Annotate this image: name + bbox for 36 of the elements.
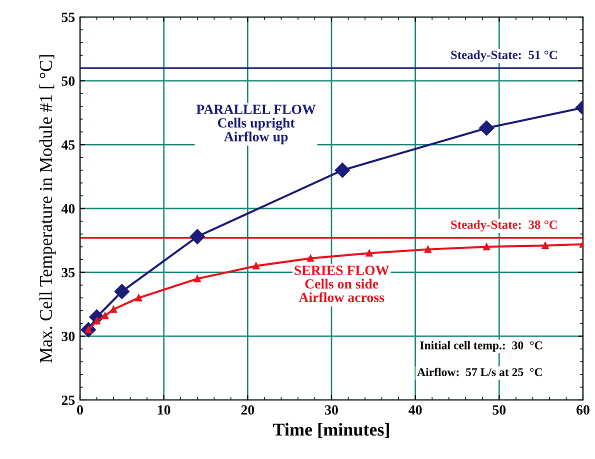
y-tick-label: 40 bbox=[61, 204, 75, 214]
point bbox=[334, 162, 350, 178]
y-tick-label: 30 bbox=[62, 332, 75, 342]
x-tick-label: 60 bbox=[576, 405, 590, 415]
point bbox=[114, 284, 130, 300]
point bbox=[194, 275, 201, 282]
annotation: Initial cell temp.: 30 °C bbox=[420, 341, 542, 352]
y-tick-label: 35 bbox=[62, 268, 75, 278]
point bbox=[542, 242, 549, 249]
y-tick-label: 25 bbox=[62, 396, 75, 405]
x-tick-label: 0 bbox=[77, 405, 83, 415]
y-tick-label: 55 bbox=[62, 12, 75, 22]
annotation: PARALLEL FLOW Cells upright Airflow up bbox=[196, 104, 316, 144]
point bbox=[479, 120, 494, 136]
x-tick-label: 50 bbox=[492, 405, 506, 415]
point bbox=[307, 254, 314, 262]
x-tick-label: 10 bbox=[158, 405, 170, 415]
ref-line-label: Steady-State: 51 °C bbox=[451, 50, 557, 62]
point bbox=[252, 262, 260, 270]
annotation: Airflow: 57 L/s at 25 °C bbox=[417, 368, 542, 376]
point bbox=[366, 250, 373, 257]
y-axis-title: Max. Cell Temperature in Module #1 [ °C] bbox=[39, 55, 56, 363]
x-tick-label: 40 bbox=[408, 405, 422, 415]
y-tick-label: 45 bbox=[61, 140, 75, 150]
y-tick-label: 50 bbox=[62, 76, 75, 86]
annotation: SERIES FLOW Cells on side Airflow across bbox=[294, 266, 390, 302]
point bbox=[190, 229, 205, 244]
ref-line-label: Steady-State: 38 °C bbox=[451, 220, 557, 232]
point bbox=[483, 243, 490, 250]
x-tick-label: 20 bbox=[241, 405, 254, 415]
point bbox=[135, 294, 142, 302]
x-axis-title: Time [minutes] bbox=[273, 423, 389, 438]
point bbox=[424, 246, 432, 253]
x-tick-label: 30 bbox=[325, 405, 338, 415]
point bbox=[110, 306, 118, 313]
point bbox=[102, 312, 109, 320]
